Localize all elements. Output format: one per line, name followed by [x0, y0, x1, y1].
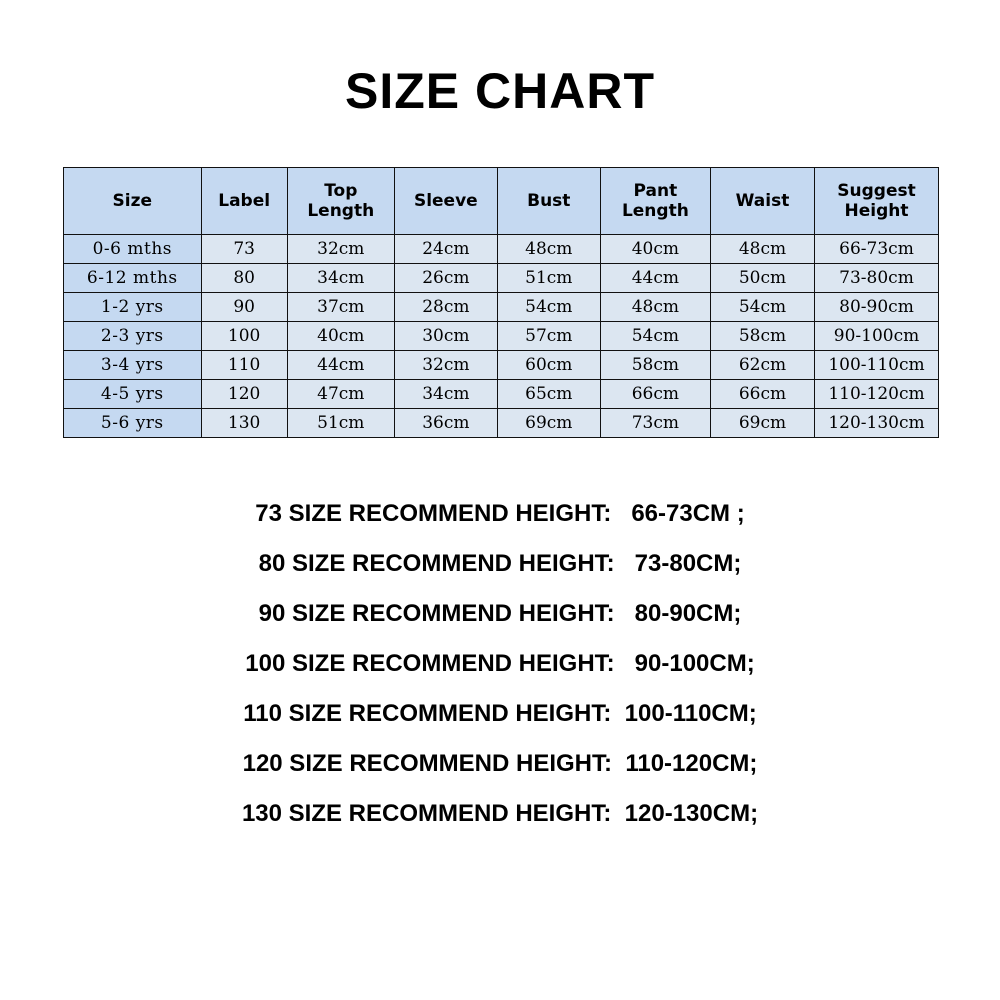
cell-waist: 54cm [710, 292, 815, 322]
cell-pant-length: 66cm [599, 379, 712, 409]
cell-waist: 58cm [710, 321, 815, 351]
recommendation-line: 80 SIZE RECOMMEND HEIGHT: 73-80CM; [258, 550, 742, 577]
table-row: 1-2 yrs 90 37cm 28cm 54cm 48cm 54cm 80-9… [63, 292, 939, 322]
cell-label: 120 [200, 379, 288, 409]
cell-suggest-height: 120-130cm [814, 408, 939, 438]
cell-top-length: 40cm [286, 321, 395, 351]
page-title: SIZE CHART [345, 63, 655, 119]
cell-bust: 54cm [496, 292, 601, 322]
cell-size: 1-2 yrs [63, 292, 202, 322]
table-row: 5-6 yrs 130 51cm 36cm 69cm 73cm 69cm 120… [63, 408, 939, 438]
cell-suggest-height: 73-80cm [814, 263, 939, 293]
cell-waist: 66cm [710, 379, 815, 409]
cell-size: 0-6 mths [63, 234, 202, 264]
cell-waist: 62cm [710, 350, 815, 380]
cell-pant-length: 73cm [599, 408, 712, 438]
cell-sleeve: 34cm [393, 379, 498, 409]
recommendation-line: 100 SIZE RECOMMEND HEIGHT: 90-100CM; [245, 650, 755, 677]
cell-suggest-height: 110-120cm [814, 379, 939, 409]
table-row: 0-6 mths 73 32cm 24cm 48cm 40cm 48cm 66-… [63, 234, 939, 264]
column-header-label: Label [200, 167, 288, 235]
column-header-suggest-height: Suggest Height [814, 167, 939, 235]
recommendation-line: 110 SIZE RECOMMEND HEIGHT: 100-110CM; [243, 700, 757, 727]
cell-label: 130 [200, 408, 288, 438]
cell-size: 6-12 mths [63, 263, 202, 293]
cell-suggest-height: 100-110cm [814, 350, 939, 380]
cell-label: 73 [200, 234, 288, 264]
cell-bust: 51cm [496, 263, 601, 293]
column-header-bust: Bust [496, 167, 601, 235]
cell-size: 2-3 yrs [63, 321, 202, 351]
table-row: 4-5 yrs 120 47cm 34cm 65cm 66cm 66cm 110… [63, 379, 939, 409]
cell-suggest-height: 66-73cm [814, 234, 939, 264]
cell-size: 3-4 yrs [63, 350, 202, 380]
recommendation-line: 120 SIZE RECOMMEND HEIGHT: 110-120CM; [242, 750, 758, 777]
cell-sleeve: 24cm [393, 234, 498, 264]
cell-pant-length: 54cm [599, 321, 712, 351]
column-header-waist: Waist [710, 167, 815, 235]
recommendation-line: 90 SIZE RECOMMEND HEIGHT: 80-90CM; [258, 600, 742, 627]
cell-pant-length: 58cm [599, 350, 712, 380]
size-table-header: Size Label Top Length Sleeve Bust Pant L… [63, 167, 939, 235]
cell-waist: 50cm [710, 263, 815, 293]
column-header-size: Size [63, 167, 202, 235]
cell-pant-length: 48cm [599, 292, 712, 322]
recommendation-list: 73 SIZE RECOMMEND HEIGHT: 66-73CM ; 80 S… [0, 497, 1000, 847]
cell-top-length: 51cm [286, 408, 395, 438]
cell-sleeve: 36cm [393, 408, 498, 438]
recommendation-line: 73 SIZE RECOMMEND HEIGHT: 66-73CM ; [255, 500, 745, 527]
cell-suggest-height: 90-100cm [814, 321, 939, 351]
cell-label: 100 [200, 321, 288, 351]
size-table: Size Label Top Length Sleeve Bust Pant L… [63, 167, 939, 438]
cell-sleeve: 26cm [393, 263, 498, 293]
size-table-container: Size Label Top Length Sleeve Bust Pant L… [63, 167, 939, 438]
cell-top-length: 32cm [286, 234, 395, 264]
column-header-top-length: Top Length [286, 167, 395, 235]
size-table-body: 0-6 mths 73 32cm 24cm 48cm 40cm 48cm 66-… [63, 234, 939, 438]
cell-sleeve: 30cm [393, 321, 498, 351]
cell-bust: 48cm [496, 234, 601, 264]
cell-suggest-height: 80-90cm [814, 292, 939, 322]
cell-top-length: 47cm [286, 379, 395, 409]
cell-pant-length: 44cm [599, 263, 712, 293]
cell-size: 4-5 yrs [63, 379, 202, 409]
cell-size: 5-6 yrs [63, 408, 202, 438]
cell-bust: 65cm [496, 379, 601, 409]
cell-top-length: 34cm [286, 263, 395, 293]
cell-sleeve: 32cm [393, 350, 498, 380]
cell-bust: 60cm [496, 350, 601, 380]
column-header-sleeve: Sleeve [393, 167, 498, 235]
cell-bust: 69cm [496, 408, 601, 438]
cell-waist: 48cm [710, 234, 815, 264]
column-header-pant-length: Pant Length [599, 167, 712, 235]
cell-label: 80 [200, 263, 288, 293]
cell-bust: 57cm [496, 321, 601, 351]
cell-pant-length: 40cm [599, 234, 712, 264]
table-row: 2-3 yrs 100 40cm 30cm 57cm 54cm 58cm 90-… [63, 321, 939, 351]
cell-label: 90 [200, 292, 288, 322]
table-header-row: Size Label Top Length Sleeve Bust Pant L… [63, 167, 939, 235]
cell-sleeve: 28cm [393, 292, 498, 322]
cell-top-length: 44cm [286, 350, 395, 380]
cell-label: 110 [200, 350, 288, 380]
table-row: 3-4 yrs 110 44cm 32cm 60cm 58cm 62cm 100… [63, 350, 939, 380]
recommendation-line: 130 SIZE RECOMMEND HEIGHT: 120-130CM; [241, 800, 759, 827]
cell-waist: 69cm [710, 408, 815, 438]
cell-top-length: 37cm [286, 292, 395, 322]
table-row: 6-12 mths 80 34cm 26cm 51cm 44cm 50cm 73… [63, 263, 939, 293]
